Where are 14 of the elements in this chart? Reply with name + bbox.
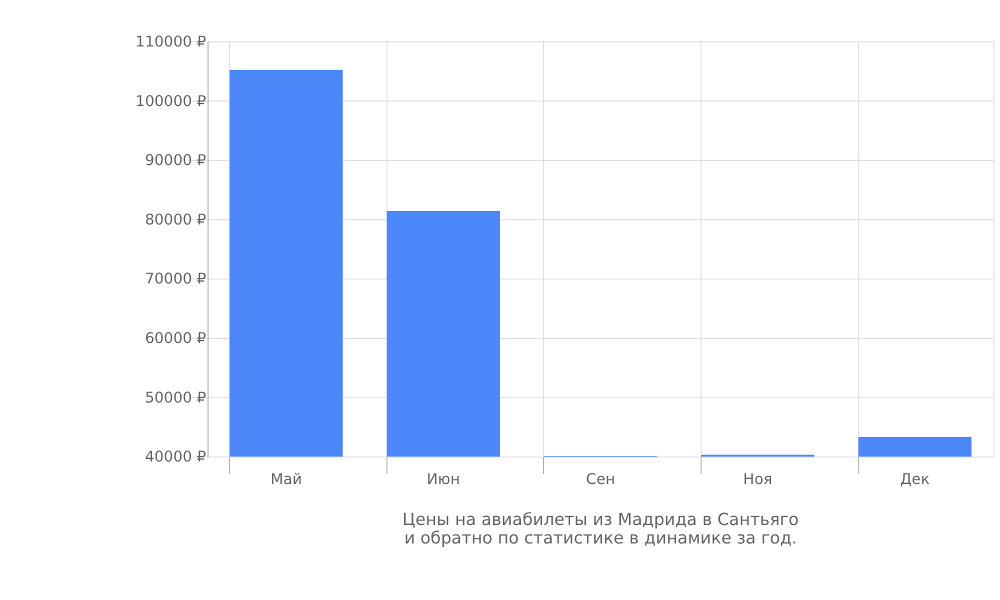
y-tick-label: 50000 ₽ [144,389,206,406]
x-tick-label: Сен [586,470,616,488]
y-tick-label: 100000 ₽ [136,92,206,110]
x-tick-label: Ноя [743,470,772,488]
y-tick-label: 60000 ₽ [144,330,206,348]
y-tick-label: 40000 ₽ [144,448,206,466]
x-tick-label: Май [270,470,302,488]
y-tick-label: 110000 ₽ [136,33,206,50]
y-tick-label: 70000 ₽ [144,270,206,288]
y-tick-label: 90000 ₽ [144,152,206,170]
y-tick-label: 80000 ₽ [144,211,206,228]
text: Цены на авиабилеты из Мадрида в Сантьяго и обратно по статистике в динамике за год. [402,510,799,548]
x-tick-label: Июн [426,470,460,488]
x-tick-label: Дек [900,470,930,488]
